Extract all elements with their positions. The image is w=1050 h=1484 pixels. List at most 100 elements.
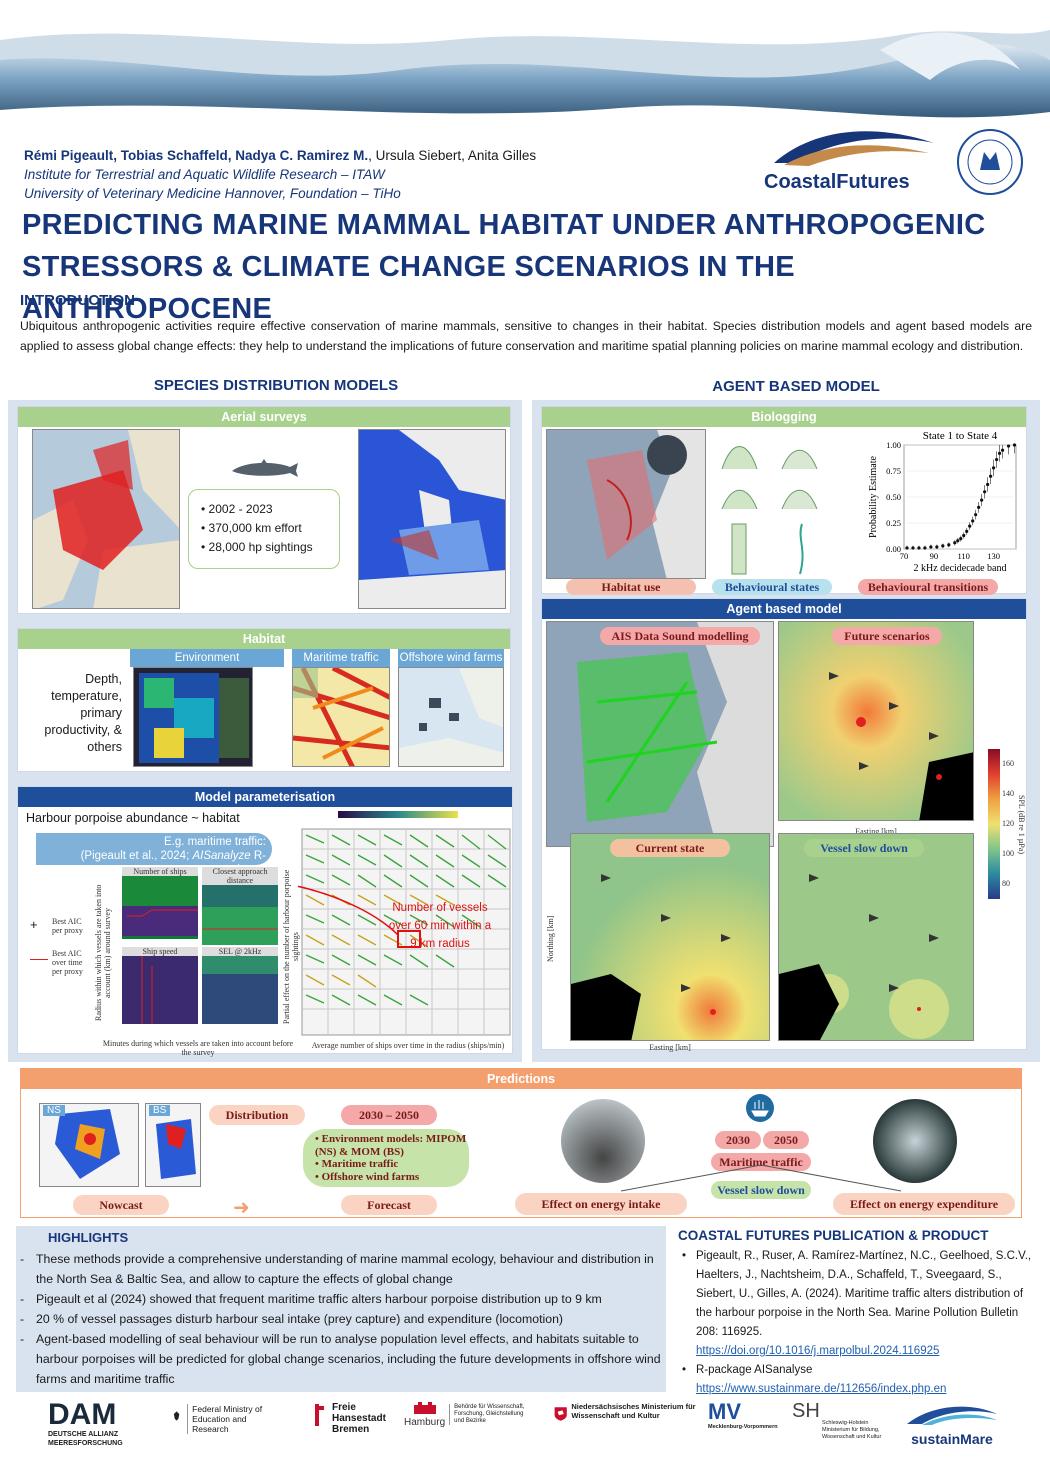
chart-x-tick-label: 90 xyxy=(930,551,939,561)
arrow-right-icon: ➜ xyxy=(233,1197,250,1219)
chart-y-tick-label: 0.25 xyxy=(886,518,901,528)
chart-y-tick-label: 0.50 xyxy=(886,492,901,502)
coastalfutures-logo-text: CoastalFutures xyxy=(764,171,910,193)
chart-data-point xyxy=(1012,443,1017,447)
right-x-label: Average number of ships over time in the… xyxy=(311,1041,505,1050)
affiliation-itaw: Institute for Terrestrial and Aquatic Wi… xyxy=(24,167,385,182)
fact-sightings: • 28,000 hp sightings xyxy=(201,540,313,554)
publication-block: COASTAL FUTURES PUBLICATION & PRODUCT Pi… xyxy=(678,1228,1038,1399)
eagle-icon xyxy=(173,1411,180,1421)
nowcast-bs-map-graphic xyxy=(146,1104,200,1186)
chart-data-point xyxy=(1000,448,1005,452)
title-line-1: PREDICTING MARINE MAMMAL HABITAT UNDER A… xyxy=(22,209,986,241)
habitat-title: Habitat xyxy=(18,629,510,649)
chart-data-point xyxy=(911,546,915,550)
highlights-list: These methods provide a comprehensive un… xyxy=(16,1249,666,1389)
chart-data-point xyxy=(959,537,963,541)
bmbf-logo: Federal Ministry of Education and Resear… xyxy=(172,1404,268,1434)
agent-based-model-box: Agent based model AIS Data Sound modelli… xyxy=(541,598,1027,1052)
chart-data-point xyxy=(989,474,993,478)
future-scenarios-map xyxy=(778,621,974,821)
bremen-logo: Freie Hansestadt Bremen xyxy=(308,1402,398,1435)
chart-data-point xyxy=(935,545,939,549)
ship-icon xyxy=(746,1094,774,1122)
easting-label-top: Easting [km] xyxy=(855,827,897,836)
habitat-box: Habitat Depth, temperature, primary prod… xyxy=(17,628,511,772)
param-example-label: E.g. maritime traffic: xyxy=(163,836,266,848)
state-transition-chart: State 1 to State 4 0.00 0.25 0.50 0.75 1.00 70… xyxy=(866,427,1026,577)
sel-panel: SEL @ 2kHz xyxy=(202,947,278,1027)
chart-data-point xyxy=(968,524,972,528)
current-state-map xyxy=(570,833,770,1041)
chart-data-point xyxy=(941,544,945,548)
northing-label: Northing [km] xyxy=(546,915,555,963)
fact-effort: • 370,000 km effort xyxy=(201,521,302,535)
predictions-box: Predictions NS BS Distribution 2030 – 20… xyxy=(20,1068,1022,1219)
vessels-annotation: Number of vessels over 60 min within a 9… xyxy=(388,902,492,950)
predictions-title: Predictions xyxy=(21,1069,1021,1089)
nowcast-ns-map-graphic xyxy=(40,1104,138,1186)
behavioural-states-pill: Behavioural states xyxy=(712,579,832,595)
offshore-wind-map-graphic xyxy=(399,668,503,766)
nds-logo: Niedersächsisches Ministerium für Wissen… xyxy=(554,1402,702,1426)
highlights-box: HIGHLIGHTS These methods provide a compr… xyxy=(16,1226,666,1392)
chart-title: State 1 to State 4 xyxy=(923,430,998,442)
coastalfutures-logo: CoastalFutures xyxy=(764,118,939,194)
chart-x-tick-label: 70 xyxy=(900,551,909,561)
hamburg-castle-icon xyxy=(413,1402,436,1414)
chart-data-point xyxy=(956,539,960,543)
legend-best-aic-time: Best AIC over time per proxy xyxy=(30,949,83,976)
environment-map xyxy=(133,667,253,767)
easting-label-bottom: Easting [km] xyxy=(649,1043,691,1052)
chart-y-tick-label: 0.00 xyxy=(886,544,901,554)
publication-doi-link[interactable]: https://doi.org/10.1016/j.marpolbul.2024… xyxy=(696,1345,940,1357)
chart-x-tick-label: 110 xyxy=(958,551,970,561)
maritime-traffic-map-graphic xyxy=(293,668,389,766)
current-state-pill: Current state xyxy=(610,839,730,857)
current-state-map-graphic xyxy=(571,834,769,1040)
model-param-title: Model parameterisation xyxy=(18,787,512,807)
sdm-heading: SPECIES DISTRIBUTION MODELS xyxy=(153,377,399,394)
fact-years: • 2002 - 2023 xyxy=(201,502,273,516)
spl-colorbar xyxy=(988,749,1000,899)
intro-heading: INTRODUCTION xyxy=(20,292,135,309)
prediction-flow-arrows xyxy=(620,1164,902,1192)
maritime-traffic-map xyxy=(292,667,390,767)
ns-tag: NS xyxy=(43,1105,65,1116)
dam-logo: DAM DEUTSCHE ALLIANZ MEERESFORSCHUNG xyxy=(48,1398,123,1448)
chart-y-axis-label: Probability Estimate xyxy=(868,455,879,537)
package-url-link[interactable]: https://www.sustainmare.de/112656/index.… xyxy=(696,1383,947,1395)
left-x-label: Minutes during which vessels are taken i… xyxy=(102,1039,294,1057)
sustainmare-logo: sustainMare xyxy=(900,1400,1004,1447)
energy-expenditure-pill: Effect on energy expenditure xyxy=(833,1193,1015,1215)
biologging-title: Biologging xyxy=(542,407,1026,427)
chart-data-point xyxy=(917,546,921,550)
coastalfutures-wave-icon xyxy=(774,131,934,166)
partial-effect-grid xyxy=(298,811,511,1036)
energy-intake-pill: Effect on energy intake xyxy=(515,1193,687,1215)
intro-text: Ubiquitous anthropogenic activities requ… xyxy=(20,319,1032,353)
highlight-item: Pigeault et al (2024) showed that freque… xyxy=(16,1289,666,1309)
mv-logo: MV Mecklenburg-Vorpommern xyxy=(708,1399,778,1431)
nowcast-pill: Nowcast xyxy=(73,1195,169,1215)
survey-facts-box: • 2002 - 2023 • 370,000 km effort • 28,0… xyxy=(188,489,340,569)
environment-label: Environment xyxy=(130,649,284,667)
ais-sound-pill: AIS Data Sound modelling xyxy=(600,627,760,645)
future-scenarios-map-graphic xyxy=(779,622,973,820)
highlights-heading: HIGHLIGHTS xyxy=(48,1230,129,1245)
legend-best-aic: + Best AIC per proxy xyxy=(30,917,83,935)
closest-approach-panel: Closest approach distance xyxy=(202,867,278,945)
offshore-wind-label: Offshore wind farms xyxy=(398,649,504,667)
nowcast-bs-map xyxy=(145,1103,201,1187)
ais-sound-map xyxy=(546,621,774,847)
forecast-item-wind: • Offshore wind farms xyxy=(315,1170,420,1183)
highlight-item: These methods provide a comprehensive un… xyxy=(16,1249,666,1289)
nowcast-ns-map xyxy=(39,1103,139,1187)
seal-swimming-photo xyxy=(873,1099,957,1183)
chart-data-point xyxy=(1006,444,1011,448)
author-block: Rémi Pigeault, Tobias Schaffeld, Nadya C… xyxy=(24,146,536,203)
left-y-label: Radius within which vessels are taken in… xyxy=(94,884,112,1022)
chart-data-point xyxy=(980,498,984,502)
highlight-item: Agent-based modelling of seal behaviour … xyxy=(16,1329,666,1389)
distribution-pill: Distribution xyxy=(209,1105,305,1125)
